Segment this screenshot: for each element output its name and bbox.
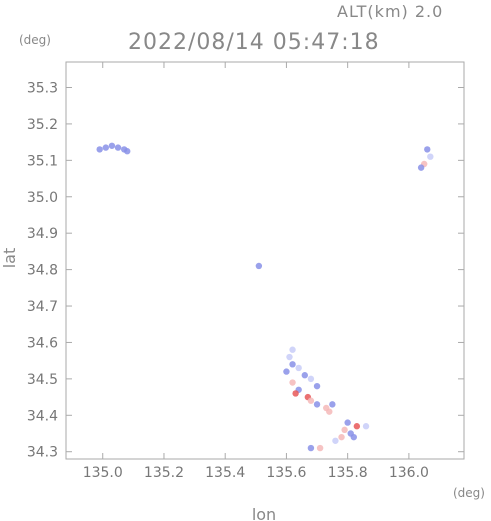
chart-title: 2022/08/14 05:47:18 — [128, 30, 380, 55]
echo-point — [362, 423, 370, 430]
echo-point — [307, 397, 315, 404]
echo-point — [427, 153, 434, 160]
echo-point — [316, 444, 324, 452]
y-axis-label: lat — [0, 248, 19, 269]
plot-frame — [65, 61, 465, 460]
altitude-label: ALT(km) 2.0 — [337, 2, 443, 21]
echo-point — [289, 346, 296, 353]
echo-point — [329, 401, 336, 408]
echo-point — [289, 361, 296, 368]
echo-point — [417, 164, 425, 171]
echo-point — [255, 262, 263, 270]
y-tick-label: 34.7 — [27, 299, 58, 315]
y-tick-label: 35.0 — [27, 190, 58, 206]
echo-point — [124, 148, 131, 155]
echo-point — [301, 372, 308, 379]
y-tick-label: 34.6 — [27, 335, 58, 351]
echo-point — [338, 433, 345, 441]
echo-point — [114, 144, 122, 151]
echo-point — [326, 408, 333, 415]
x-tick-label: 135.2 — [144, 465, 184, 481]
echo-point — [102, 144, 110, 151]
x-unit-label: (deg) — [453, 486, 485, 500]
echo-point — [313, 401, 321, 408]
echo-point — [96, 146, 103, 153]
echo-point — [307, 444, 315, 452]
x-axis-ticks: 135.0 135.2 135.4 135.6 135.8 136.0 — [83, 62, 429, 481]
x-tick-label: 136.0 — [389, 465, 429, 481]
echo-point — [292, 390, 299, 397]
x-tick-label: 135.4 — [205, 465, 245, 481]
echo-point — [289, 379, 296, 386]
y-tick-label: 35.2 — [27, 117, 58, 133]
x-tick-label: 135.0 — [83, 465, 123, 481]
y-tick-label: 35.3 — [27, 80, 58, 96]
echo-point — [332, 437, 339, 444]
y-tick-label: 34.9 — [27, 226, 58, 242]
echo-point — [283, 368, 290, 375]
echo-point — [353, 423, 361, 430]
echo-point — [286, 353, 293, 361]
echo-point — [295, 364, 302, 372]
y-unit-label: (deg) — [19, 33, 51, 47]
x-axis-label: lon — [252, 505, 276, 521]
echo-point — [424, 146, 431, 153]
y-tick-label: 35.1 — [27, 153, 58, 169]
y-tick-label: 34.5 — [27, 372, 58, 388]
x-tick-label: 135.6 — [266, 465, 306, 481]
echo-point — [108, 142, 116, 149]
echo-point — [313, 382, 321, 390]
y-tick-label: 34.3 — [27, 445, 58, 461]
y-tick-label: 34.8 — [27, 263, 58, 279]
echo-point — [307, 375, 315, 383]
echo-point — [344, 419, 351, 426]
x-tick-label: 135.8 — [328, 465, 368, 481]
y-tick-label: 34.4 — [27, 408, 58, 424]
echo-point — [341, 426, 348, 434]
y-axis-ticks: 34.3 34.4 34.5 34.6 34.7 34.8 34.9 35.0 35.1 35.2… — [27, 80, 464, 461]
echo-points — [96, 142, 434, 452]
echo-point — [350, 433, 357, 441]
